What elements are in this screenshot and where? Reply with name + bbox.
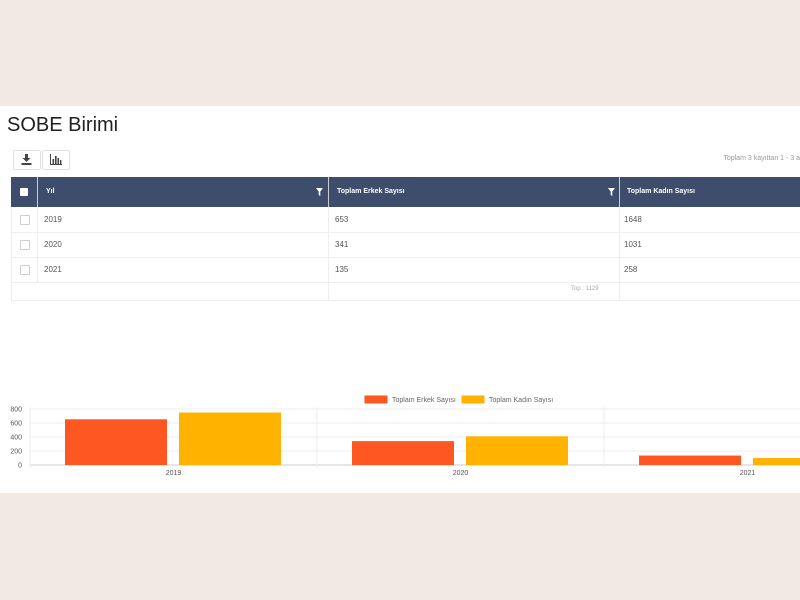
x-tick-label: 2021 <box>740 470 756 477</box>
cell-male-count: 341 <box>335 240 349 249</box>
header-divider <box>328 177 329 207</box>
summary-row: Top : 1129 <box>11 282 800 301</box>
cell-female-count: 258 <box>624 265 638 274</box>
bar-female[interactable] <box>466 436 568 465</box>
bar-male[interactable] <box>352 441 454 465</box>
legend-label[interactable]: Toplam Kadın Sayısı <box>489 397 553 404</box>
bar-female[interactable] <box>753 458 800 465</box>
cell-year: 2019 <box>44 215 62 224</box>
header-divider <box>37 177 38 207</box>
y-tick-label: 600 <box>10 421 22 428</box>
legend-label[interactable]: Toplam Erkek Sayısı <box>392 397 456 404</box>
cell-year: 2021 <box>44 265 62 274</box>
table-row[interactable]: 2020 341 1031 <box>11 232 800 258</box>
cell-male-count: 653 <box>335 215 349 224</box>
header-female-count[interactable]: Toplam Kadın Sayısı <box>627 188 695 195</box>
header-divider <box>619 177 620 207</box>
row-checkbox[interactable] <box>20 240 30 250</box>
export-button[interactable] <box>13 150 41 170</box>
download-icon <box>21 154 32 165</box>
table-row[interactable]: 2021 135 258 <box>11 257 800 283</box>
bar-chart: 0 200 400 600 800 2019 2020 2021 Toplam Erkek Sa… <box>10 394 800 477</box>
table-row[interactable]: 2019 653 1648 <box>11 207 800 233</box>
legend-swatch[interactable] <box>460 394 486 405</box>
bar-female[interactable] <box>179 412 281 466</box>
page-title: SOBE Birimi <box>7 114 119 136</box>
column-divider <box>37 207 38 282</box>
grid-header: Yıl Toplam Erkek Sayısı Toplam Kadın Say… <box>11 177 800 207</box>
chart-toggle-button[interactable] <box>42 150 70 170</box>
legend-swatch[interactable] <box>363 394 389 405</box>
bar-chart-icon <box>50 154 62 165</box>
y-tick-label: 800 <box>10 407 22 414</box>
header-year[interactable]: Yıl <box>46 188 55 195</box>
filter-icon[interactable] <box>316 188 323 196</box>
bar-male[interactable] <box>639 455 741 465</box>
cell-female-count: 1648 <box>624 215 642 224</box>
report-panel: SOBE Birimi Toplam 3 kayıttan 1 - 3 a Yı… <box>0 106 800 493</box>
y-tick-label: 400 <box>10 435 22 442</box>
footer-total: Top : 1129 <box>571 286 599 292</box>
x-tick-label: 2020 <box>453 470 469 477</box>
y-tick-label: 200 <box>10 449 22 456</box>
column-divider <box>619 207 620 301</box>
column-divider <box>328 207 329 301</box>
cell-year: 2020 <box>44 240 62 249</box>
y-tick-label: 0 <box>18 463 22 470</box>
select-all-checkbox[interactable] <box>20 188 28 196</box>
cell-male-count: 135 <box>335 265 349 274</box>
column-divider <box>11 207 12 301</box>
record-summary: Toplam 3 kayıttan 1 - 3 a <box>723 155 800 162</box>
row-checkbox[interactable] <box>20 215 30 225</box>
cell-female-count: 1031 <box>624 240 642 249</box>
bar-male[interactable] <box>65 419 167 465</box>
x-tick-label: 2019 <box>166 470 182 477</box>
header-male-count[interactable]: Toplam Erkek Sayısı <box>337 188 405 195</box>
row-checkbox[interactable] <box>20 265 30 275</box>
filter-icon[interactable] <box>608 188 615 196</box>
